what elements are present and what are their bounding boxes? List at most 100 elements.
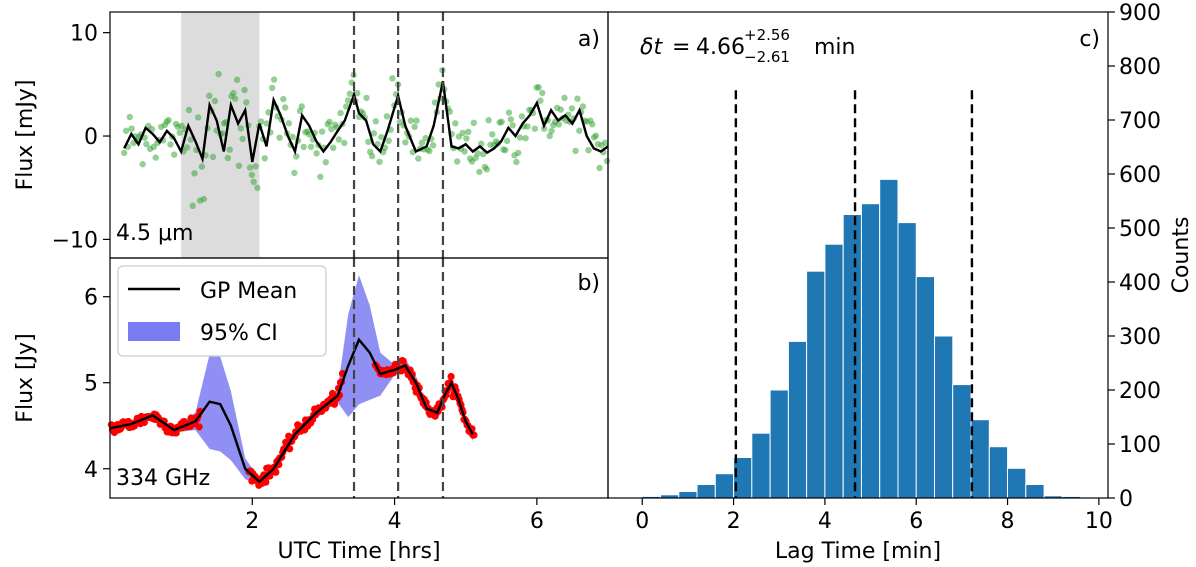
- data-point: [122, 127, 130, 134]
- data-point: [515, 149, 522, 157]
- data-point: [574, 95, 581, 102]
- data-point: [343, 103, 350, 110]
- data-point: [248, 171, 256, 179]
- xtick-label-c: 0: [635, 509, 649, 534]
- data-point: [507, 116, 514, 123]
- data-point: [568, 105, 576, 112]
- title-lhs: δt: [640, 35, 663, 60]
- data-point: [293, 153, 300, 160]
- data-point: [502, 147, 509, 154]
- data-point: [483, 166, 490, 173]
- data-point: [531, 125, 539, 132]
- data-point: [198, 163, 206, 170]
- data-point: [121, 149, 128, 157]
- xlabel-b: UTC Time [hrs]: [277, 539, 440, 564]
- xtick-label-b: 2: [245, 509, 259, 534]
- data-point: [413, 117, 420, 124]
- data-point: [489, 131, 496, 138]
- data-point: [452, 120, 459, 127]
- legend-label-ci: 95% CI: [200, 321, 278, 346]
- histogram-bar: [769, 389, 789, 499]
- panel-label-a: a): [578, 27, 600, 52]
- data-point: [365, 138, 372, 145]
- data-point: [465, 128, 472, 135]
- data-point: [555, 121, 563, 128]
- panel-label-b: b): [577, 271, 600, 296]
- xtick-label-c: 2: [727, 509, 741, 534]
- data-point: [250, 178, 257, 185]
- data-point: [579, 103, 587, 110]
- data-point: [407, 117, 415, 124]
- data-point: [589, 121, 596, 128]
- data-point: [592, 132, 600, 139]
- data-point: [505, 109, 513, 116]
- data-point: [330, 144, 337, 151]
- data-point: [418, 139, 426, 146]
- data-point: [282, 104, 289, 111]
- title-value: 4.66: [696, 35, 745, 60]
- data-point: [183, 144, 191, 151]
- data-point: [263, 120, 270, 127]
- data-point: [232, 95, 239, 102]
- histogram-bar: [678, 491, 698, 499]
- data-point: [461, 148, 468, 155]
- data-point: [459, 129, 466, 137]
- data-point: [335, 136, 342, 143]
- data-point: [239, 135, 246, 143]
- data-point: [341, 139, 348, 147]
- data-point: [237, 125, 244, 132]
- histogram-bar: [733, 457, 753, 499]
- panel-b: 4 5 6 2 4 6 Flux [Jy] UTC Time [hrs] b) 334 GHz GP…: [13, 258, 600, 564]
- data-point: [585, 147, 592, 154]
- data-point: [513, 158, 520, 166]
- data-point: [603, 157, 611, 165]
- data-point: [540, 125, 548, 132]
- data-point: [317, 173, 324, 180]
- data-point: [262, 478, 270, 486]
- histogram-bar: [897, 222, 917, 499]
- histogram-bar: [952, 384, 972, 499]
- data-point: [139, 161, 146, 168]
- data-point: [368, 152, 376, 160]
- data-point: [206, 92, 213, 100]
- histogram-bar: [934, 335, 954, 499]
- data-point: [447, 372, 455, 381]
- histogram-bar: [879, 178, 899, 499]
- data-point: [328, 125, 335, 133]
- axes-frame-c: [607, 11, 1109, 499]
- data-point: [498, 118, 505, 126]
- panel-a: −10 0 10 Flux [mJy] a) 4.5 μm: [13, 12, 611, 258]
- histogram-bar: [988, 446, 1009, 499]
- title-upper: +2.56: [744, 26, 790, 44]
- xlabel-c: Lag Time [min]: [775, 539, 941, 564]
- ytick-label-c: 300: [1119, 325, 1161, 350]
- data-point: [300, 143, 307, 151]
- data-point: [215, 70, 222, 78]
- data-point: [539, 89, 546, 97]
- data-point: [306, 131, 313, 138]
- data-point: [426, 147, 433, 155]
- histogram-bar: [860, 203, 881, 499]
- data-point: [509, 122, 516, 129]
- histogram-bar: [970, 419, 990, 499]
- histogram-bar: [842, 214, 863, 499]
- data-point: [411, 123, 418, 130]
- ylabel-a: Flux [mJy]: [13, 80, 38, 191]
- data-point: [185, 106, 193, 114]
- histogram-bar: [1025, 484, 1045, 499]
- data-point: [576, 127, 583, 134]
- data-point: [191, 170, 198, 177]
- data-point: [241, 86, 248, 94]
- histogram-bar: [824, 243, 844, 499]
- data-point: [378, 133, 385, 141]
- ytick-label-b: 5: [84, 372, 98, 397]
- histogram-bar: [696, 484, 716, 499]
- data-point: [344, 97, 352, 104]
- chart-title-c: δt = 4.66 +2.56 −2.61 min: [640, 26, 856, 66]
- ytick-label-c: 100: [1119, 433, 1161, 458]
- data-point: [429, 142, 437, 149]
- data-point: [435, 81, 442, 88]
- data-point: [485, 117, 492, 124]
